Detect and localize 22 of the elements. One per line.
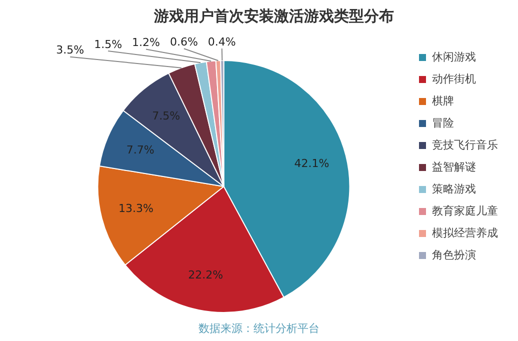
source-note: 数据来源：统计分析平台 <box>198 322 320 335</box>
chart-title: 游戏用户首次安装激活游戏类型分布 <box>153 6 394 25</box>
data-label: 7.7% <box>126 144 154 157</box>
legend-label: 角色扮演 <box>432 248 476 262</box>
legend-label: 休闲游戏 <box>432 50 476 64</box>
legend-label: 动作街机 <box>432 72 476 86</box>
legend-label: 策略游戏 <box>432 182 476 196</box>
data-label: 3.5% <box>56 44 84 57</box>
data-label: 0.4% <box>208 35 236 48</box>
legend-label: 益智解谜 <box>432 160 476 174</box>
legend-label: 教育家庭儿童 <box>432 204 498 218</box>
legend-label: 冒险 <box>432 116 454 130</box>
data-label: 42.1% <box>294 157 330 170</box>
data-label: 0.6% <box>170 36 198 48</box>
legend-label: 棋牌 <box>432 94 454 108</box>
data-label: 1.5% <box>94 38 122 51</box>
legend-label: 竞技飞行音乐 <box>432 138 498 152</box>
data-label: 1.2% <box>132 36 160 50</box>
data-label: 7.5% <box>152 109 180 122</box>
data-label: 13.3% <box>118 202 154 216</box>
data-label: 22.2% <box>188 268 224 282</box>
legend-label: 模拟经营养成 <box>432 226 498 240</box>
